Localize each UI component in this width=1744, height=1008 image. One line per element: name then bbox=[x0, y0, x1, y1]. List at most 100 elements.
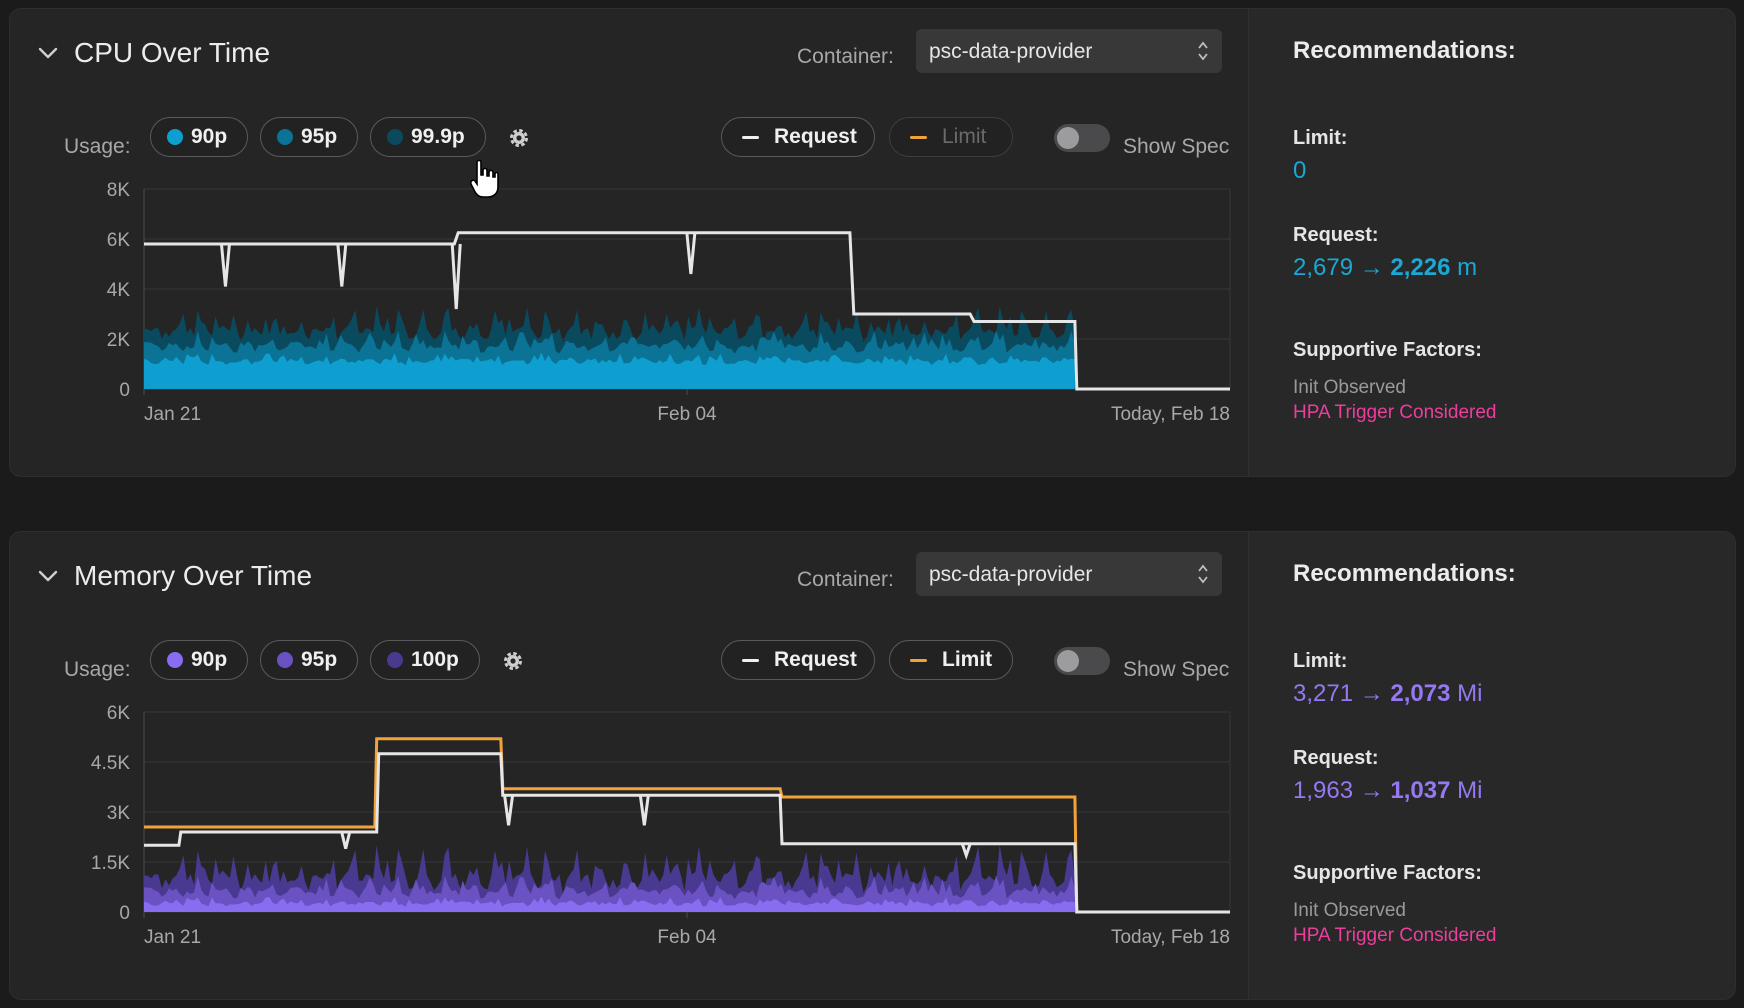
request-dip bbox=[336, 243, 348, 287]
limit-key: Limit: bbox=[1293, 127, 1348, 149]
arrow-icon: → bbox=[1359, 254, 1384, 281]
container-select[interactable]: psc-data-provider bbox=[916, 552, 1222, 596]
gear-icon[interactable] bbox=[500, 648, 526, 674]
request-unit: Mi bbox=[1457, 777, 1483, 804]
request-line bbox=[144, 752, 1230, 914]
cpu-usage-chart: 0 2K 4K 6K 8K Jan 21 Feb 04 Today, Feb 18 bbox=[107, 180, 1231, 425]
y-tick-label: 0 bbox=[119, 903, 130, 924]
p999-dot bbox=[387, 129, 403, 145]
request-label: Request bbox=[774, 648, 857, 671]
toggle-knob bbox=[1057, 127, 1079, 149]
request-label: Request bbox=[774, 125, 857, 148]
y-tick-label: 0 bbox=[119, 380, 130, 401]
cpu-title: CPU Over Time bbox=[74, 37, 271, 68]
cpu-panel: CPU Over Time Container: psc-data-provid… bbox=[9, 8, 1736, 477]
request-to: 2,226 bbox=[1390, 254, 1451, 281]
y-tick-label: 3K bbox=[107, 803, 131, 824]
request-dip bbox=[685, 232, 697, 275]
chevron-down-icon[interactable] bbox=[36, 564, 60, 588]
factor-hpa-trigger: HPA Trigger Considered bbox=[1293, 402, 1497, 423]
factors-key: Supportive Factors: bbox=[1293, 339, 1482, 361]
y-tick-label: 2K bbox=[107, 330, 131, 351]
pill-label: 95p bbox=[301, 648, 338, 671]
hand-cursor-icon bbox=[470, 159, 499, 198]
container-select-value: psc-data-provider bbox=[929, 563, 1093, 586]
limit-unit: Mi bbox=[1457, 680, 1483, 707]
request-toggle[interactable]: Request bbox=[721, 640, 875, 680]
usage-label: Usage: bbox=[64, 135, 131, 158]
usage-label: Usage: bbox=[64, 658, 131, 681]
y-tick-label: 6K bbox=[107, 703, 131, 724]
request-dip bbox=[219, 243, 231, 287]
pill-label: 100p bbox=[411, 648, 459, 671]
arrow-icon: → bbox=[1359, 680, 1384, 707]
show-spec-toggle[interactable] bbox=[1054, 647, 1110, 675]
container-select-value: psc-data-provider bbox=[929, 40, 1093, 63]
limit-key: Limit: bbox=[1293, 650, 1348, 672]
usage-pill-95p[interactable]: 95p bbox=[260, 640, 358, 680]
memory-panel: Memory Over Time Container: psc-data-pro… bbox=[9, 531, 1736, 1000]
usage-area-90p bbox=[144, 352, 1075, 389]
select-arrows-icon bbox=[1198, 564, 1208, 584]
request-dip bbox=[503, 795, 515, 826]
limit-value: 3,271 → 2,073 Mi bbox=[1293, 680, 1482, 708]
limit-from: 3,271 bbox=[1293, 680, 1354, 707]
usage-pill-90p[interactable]: 90p bbox=[150, 640, 248, 680]
request-from: 1,963 bbox=[1293, 777, 1354, 804]
y-tick-label: 4K bbox=[107, 280, 131, 301]
p100-dot bbox=[387, 652, 403, 668]
x-tick-label: Today, Feb 18 bbox=[1111, 927, 1230, 948]
limit-dash-icon bbox=[910, 658, 927, 662]
pill-label: 90p bbox=[191, 125, 228, 148]
request-toggle[interactable]: Request bbox=[721, 117, 875, 157]
chevron-down-icon[interactable] bbox=[36, 41, 60, 65]
pill-label: 99.9p bbox=[411, 125, 465, 148]
x-tick-label: Jan 21 bbox=[144, 404, 201, 425]
select-arrows-icon bbox=[1198, 41, 1208, 61]
y-tick-label: 8K bbox=[107, 180, 131, 201]
request-key: Request: bbox=[1293, 747, 1379, 769]
gear-icon[interactable] bbox=[506, 125, 532, 151]
p90-dot bbox=[167, 652, 183, 668]
show-spec-toggle[interactable] bbox=[1054, 124, 1110, 152]
show-spec-label: Show Spec bbox=[1123, 658, 1230, 681]
request-to: 1,037 bbox=[1390, 777, 1451, 804]
factor-init-observed: Init Observed bbox=[1293, 377, 1406, 398]
request-from: 2,679 bbox=[1293, 254, 1354, 281]
container-select[interactable]: psc-data-provider bbox=[916, 29, 1222, 73]
request-dash-icon bbox=[742, 135, 759, 139]
p90-dot bbox=[167, 129, 183, 145]
request-value: 2,679 → 2,226 m bbox=[1293, 254, 1477, 282]
limit-label: Limit bbox=[942, 648, 993, 671]
cpu-recommendations: Recommendations: Limit: 0 Request: 2,679… bbox=[1248, 9, 1735, 476]
usage-pill-99-9p[interactable]: 99.9p bbox=[370, 117, 486, 157]
memory-chart-section: Memory Over Time Container: psc-data-pro… bbox=[10, 532, 1248, 999]
limit-to: 2,073 bbox=[1390, 680, 1451, 707]
usage-area-90p bbox=[144, 896, 1075, 912]
request-dip bbox=[638, 795, 650, 826]
pill-label: 95p bbox=[301, 125, 338, 148]
y-tick-label: 6K bbox=[107, 230, 131, 251]
container-label: Container: bbox=[797, 45, 894, 68]
request-dip bbox=[340, 831, 352, 850]
request-dip bbox=[960, 843, 972, 860]
usage-pill-100p[interactable]: 100p bbox=[370, 640, 480, 680]
limit-toggle[interactable]: Limit bbox=[889, 640, 1013, 680]
request-dash-icon bbox=[742, 658, 759, 662]
toggle-knob bbox=[1057, 650, 1079, 672]
x-tick-label: Jan 21 bbox=[144, 927, 201, 948]
show-spec-label: Show Spec bbox=[1123, 135, 1230, 158]
p95-dot bbox=[277, 129, 293, 145]
limit-toggle[interactable]: Limit bbox=[889, 117, 1013, 157]
request-value: 1,963 → 1,037 Mi bbox=[1293, 777, 1482, 805]
cpu-chart-section: CPU Over Time Container: psc-data-provid… bbox=[10, 9, 1248, 476]
usage-pill-90p[interactable]: 90p bbox=[150, 117, 248, 157]
limit-label: Limit bbox=[942, 125, 987, 148]
factors-key: Supportive Factors: bbox=[1293, 862, 1482, 884]
arrow-icon: → bbox=[1359, 777, 1384, 804]
memory-title: Memory Over Time bbox=[74, 560, 313, 591]
request-unit: m bbox=[1457, 254, 1478, 281]
usage-pill-95p[interactable]: 95p bbox=[260, 117, 358, 157]
request-dip bbox=[450, 243, 462, 310]
factor-hpa-trigger: HPA Trigger Considered bbox=[1293, 925, 1497, 946]
